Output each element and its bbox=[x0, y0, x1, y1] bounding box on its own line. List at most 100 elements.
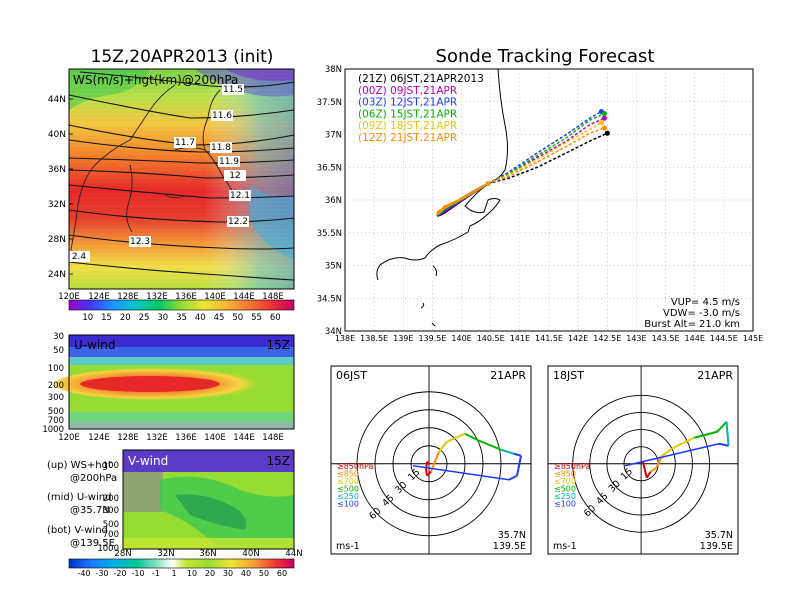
colorbar-tick: 60 bbox=[270, 313, 281, 323]
hodo-date: 21APR bbox=[490, 369, 526, 382]
track-legend-item: (06Z) 15JST,21APR bbox=[358, 108, 457, 120]
uwind-lon-tick: 132E bbox=[146, 433, 168, 443]
track-lon-tick: 140.5E bbox=[477, 334, 505, 343]
vwind-p-tick: 1000 bbox=[97, 544, 119, 554]
colorbar-tick: 55 bbox=[251, 313, 262, 323]
uwind-p-tick: 200 bbox=[48, 381, 64, 391]
hodo-legend-item: ≤250 bbox=[554, 492, 576, 501]
contour-label: 2.4 bbox=[72, 252, 87, 262]
map-lon-tick: 144E bbox=[233, 292, 255, 302]
uwind-p-tick: 50 bbox=[53, 346, 64, 356]
track-lat-tick: 35N bbox=[325, 262, 342, 272]
contour-label-box bbox=[211, 110, 233, 121]
colorbar-tick: 40 bbox=[195, 313, 206, 323]
colorbar2-tick: -40 bbox=[77, 569, 90, 578]
note-line: (up) WS+hgt bbox=[47, 460, 112, 471]
uwind-lon-tick: 148E bbox=[262, 433, 284, 443]
colorbar2-tick: 1 bbox=[171, 569, 176, 578]
track-lon-tick: 142.5E bbox=[593, 334, 621, 343]
colorbar-tick: 15 bbox=[101, 313, 112, 323]
hodo-loc: 35.7N bbox=[705, 530, 733, 541]
track-lat-tick: 34.5N bbox=[317, 294, 342, 304]
hodo-segment bbox=[694, 430, 718, 439]
map-lat-tick: 28N bbox=[48, 235, 66, 245]
vwind-lat-tick: 40N bbox=[242, 549, 259, 559]
hodo-segment bbox=[716, 421, 728, 433]
track-legend-item: (09Z) 18JST,21APR bbox=[358, 120, 457, 132]
hodo-time: 06JST bbox=[336, 369, 367, 382]
vwind-lat-tick: 32N bbox=[157, 549, 174, 559]
track-lon-tick: 139E bbox=[393, 334, 413, 343]
hodo-unit: ms-1 bbox=[553, 541, 577, 552]
hodo-segment bbox=[513, 452, 522, 457]
track-param: VDW= -3.0 m/s bbox=[663, 308, 740, 319]
note-line: (bot) V-wind bbox=[47, 525, 108, 536]
tracking-panel: (21Z) 06JST,21APR2013(00Z) 09JST,21APR(0… bbox=[317, 65, 763, 343]
uwind-p-tick: 100 bbox=[48, 364, 64, 374]
colorbar2-tick: 20 bbox=[205, 569, 215, 578]
track-burst-5 bbox=[485, 181, 490, 186]
hodo-mean-vector bbox=[624, 442, 720, 467]
vwind-lat-tick: 44N bbox=[285, 549, 302, 559]
uwind-p-tick: 1000 bbox=[42, 425, 64, 435]
colorbar-tick: 35 bbox=[176, 313, 187, 323]
track-lat-tick: 36N bbox=[325, 196, 342, 206]
contour-label: 12 bbox=[229, 171, 240, 181]
hodo-segment bbox=[464, 432, 478, 441]
contour-label: 12.1 bbox=[230, 191, 250, 201]
vwind-p-tick: 300 bbox=[103, 506, 119, 516]
ws-colorbar: 10 15 20 25 30 35 40 45 50 55 60 bbox=[68, 299, 295, 323]
hodo-segment bbox=[642, 461, 646, 470]
map-lon-tick: 140E bbox=[204, 292, 226, 302]
vwind-p-tick: 100 bbox=[103, 461, 119, 471]
hodo-legend-item: ≤850 bbox=[554, 470, 576, 479]
uwind-p-tick: 500 bbox=[48, 407, 64, 417]
track-ascent-5 bbox=[436, 182, 489, 215]
track-legend-item: (12Z) 21JST,21APR bbox=[358, 132, 457, 144]
track-endpoint-1 bbox=[601, 115, 607, 121]
colorbar2-tick: -30 bbox=[95, 569, 108, 578]
track-lon-tick: 142E bbox=[568, 334, 588, 343]
track-lat-tick: 38N bbox=[325, 65, 342, 75]
hodo-segment bbox=[718, 442, 729, 447]
map-lon-tick: 148E bbox=[262, 292, 284, 302]
colorbar-tick: 25 bbox=[139, 313, 150, 323]
track-descent-1 bbox=[487, 117, 605, 185]
hodo-legend-item: ≥850hPa bbox=[337, 462, 374, 471]
contour-label-box bbox=[68, 251, 90, 262]
contour-label-box bbox=[227, 216, 249, 227]
hodo-loc: 35.7N bbox=[498, 530, 526, 541]
track-lon-tick: 138E bbox=[335, 334, 355, 343]
track-param: Burst Alt= 21.0 km bbox=[644, 319, 740, 330]
hodo-segment bbox=[500, 448, 515, 455]
colorbar2-tick: -1 bbox=[152, 569, 160, 578]
colorbar2-tick: 30 bbox=[223, 569, 233, 578]
track-endpoint-5 bbox=[601, 125, 607, 131]
uwind-lon-tick: 128E bbox=[117, 433, 139, 443]
contour-label: 11.7 bbox=[175, 138, 195, 148]
map-lat-tick: 36N bbox=[48, 165, 66, 175]
contour-label-box bbox=[210, 142, 232, 153]
uwind-p-tick: 700 bbox=[48, 416, 64, 426]
uwind-p-tick: 30 bbox=[53, 332, 64, 342]
track-lat-tick: 35.5N bbox=[317, 229, 342, 239]
uwind-lon-tick: 140E bbox=[204, 433, 226, 443]
hodo-segment bbox=[661, 446, 674, 457]
colorbar2-tick: -20 bbox=[113, 569, 126, 578]
map-lon-tick: 132E bbox=[146, 292, 168, 302]
hodo-legend-item: ≤500 bbox=[554, 485, 576, 494]
track-descent-2 bbox=[487, 110, 602, 185]
hodo-segment bbox=[446, 432, 466, 443]
track-lon-tick: 140E bbox=[451, 334, 471, 343]
colorbar2-tick: 10 bbox=[187, 569, 197, 578]
contour-label: 11.6 bbox=[212, 111, 232, 121]
track-lat-tick: 34N bbox=[325, 327, 342, 337]
hodo-legend-item: ≤700 bbox=[337, 477, 359, 486]
hodo-segment bbox=[650, 466, 657, 473]
contour-label: 11.5 bbox=[223, 85, 243, 95]
track-descent-5 bbox=[487, 127, 605, 185]
uwind-lon-tick: 136E bbox=[175, 433, 197, 443]
vwind-time: 15Z bbox=[267, 454, 291, 468]
